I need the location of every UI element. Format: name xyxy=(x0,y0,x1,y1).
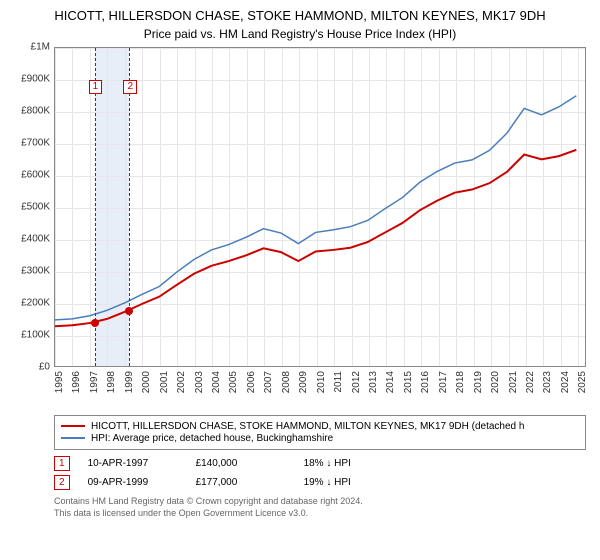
y-tick-label: £700K xyxy=(21,137,50,148)
x-tick-label: 2007 xyxy=(263,371,274,393)
footnote: Contains HM Land Registry data © Crown c… xyxy=(54,496,586,519)
x-tick-label: 2009 xyxy=(298,371,309,393)
x-tick-label: 1995 xyxy=(54,371,65,393)
x-tick-label: 2023 xyxy=(542,371,553,393)
marker-dot xyxy=(125,307,133,315)
legend-label: HICOTT, HILLERSDON CHASE, STOKE HAMMOND,… xyxy=(91,421,524,432)
marker-table-row: 2 09-APR-1999 £177,000 19% ↓ HPI xyxy=(54,473,586,492)
footnote-line: This data is licensed under the Open Gov… xyxy=(54,508,586,520)
y-tick-label: £800K xyxy=(21,105,50,116)
series-hpi xyxy=(55,96,576,320)
marker-price: £140,000 xyxy=(196,458,286,469)
x-tick-label: 1999 xyxy=(124,371,135,393)
y-tick-label: £500K xyxy=(21,201,50,212)
marker-label: 2 xyxy=(123,80,137,94)
x-tick-label: 2001 xyxy=(159,371,170,393)
x-tick-label: 2012 xyxy=(351,371,362,393)
y-tick-label: £200K xyxy=(21,297,50,308)
y-tick-label: £600K xyxy=(21,169,50,180)
marker-delta: 18% ↓ HPI xyxy=(304,458,394,469)
x-tick-label: 2002 xyxy=(176,371,187,393)
y-tick-label: £100K xyxy=(21,329,50,340)
legend-swatch xyxy=(61,425,85,427)
y-axis: £0£100K£200K£300K£400K£500K£600K£700K£80… xyxy=(10,47,54,367)
y-tick-label: £300K xyxy=(21,265,50,276)
marker-dot xyxy=(91,319,99,327)
marker-id: 2 xyxy=(54,475,70,490)
x-tick-label: 2016 xyxy=(420,371,431,393)
x-tick-label: 2011 xyxy=(333,371,344,393)
x-tick-label: 1996 xyxy=(71,371,82,393)
marker-date: 10-APR-1997 xyxy=(88,458,178,469)
x-tick-label: 2025 xyxy=(577,371,588,393)
y-tick-label: £1M xyxy=(31,41,50,52)
plot-area: 12 xyxy=(54,47,586,367)
marker-delta: 19% ↓ HPI xyxy=(304,477,394,488)
footnote-line: Contains HM Land Registry data © Crown c… xyxy=(54,496,586,508)
x-tick-label: 2004 xyxy=(211,371,222,393)
x-tick-label: 2010 xyxy=(316,371,327,393)
x-tick-label: 2015 xyxy=(403,371,414,393)
x-tick-label: 2021 xyxy=(508,371,519,393)
x-tick-label: 2005 xyxy=(228,371,239,393)
y-tick-label: £400K xyxy=(21,233,50,244)
y-tick-label: £0 xyxy=(39,361,50,372)
legend-swatch xyxy=(61,437,85,439)
x-tick-label: 1998 xyxy=(106,371,117,393)
marker-price: £177,000 xyxy=(196,477,286,488)
series-lines xyxy=(55,48,585,366)
legend: HICOTT, HILLERSDON CHASE, STOKE HAMMOND,… xyxy=(54,415,586,450)
page-subtitle: Price paid vs. HM Land Registry's House … xyxy=(10,27,590,41)
x-tick-label: 2018 xyxy=(455,371,466,393)
x-tick-label: 2006 xyxy=(246,371,257,393)
x-tick-label: 2014 xyxy=(385,371,396,393)
page-title: HICOTT, HILLERSDON CHASE, STOKE HAMMOND,… xyxy=(10,8,590,25)
marker-label: 1 xyxy=(89,80,103,94)
marker-table-row: 1 10-APR-1997 £140,000 18% ↓ HPI xyxy=(54,454,586,473)
x-tick-label: 2008 xyxy=(281,371,292,393)
x-tick-label: 2020 xyxy=(490,371,501,393)
x-tick-label: 2022 xyxy=(525,371,536,393)
price-chart: £0 £100K £200K £300K £400K £500K £600K £700K £80… xyxy=(10,47,590,407)
series-property xyxy=(55,150,576,326)
x-tick-label: 2000 xyxy=(141,371,152,393)
x-axis: 1995 1996 1997 1998 1999 2000 2001 2002 2003 2004… xyxy=(54,367,586,407)
x-tick-label: 2019 xyxy=(473,371,484,393)
marker-date: 09-APR-1999 xyxy=(88,477,178,488)
legend-row: HICOTT, HILLERSDON CHASE, STOKE HAMMOND,… xyxy=(61,421,579,432)
legend-label: HPI: Average price, detached house, Buck… xyxy=(91,433,333,444)
x-tick-label: 1997 xyxy=(89,371,100,393)
marker-line xyxy=(129,48,130,366)
marker-table: 1 10-APR-1997 £140,000 18% ↓ HPI 2 09-APR-199… xyxy=(54,454,586,492)
x-tick-label: 2013 xyxy=(368,371,379,393)
x-tick-label: 2024 xyxy=(560,371,571,393)
x-tick-label: 2017 xyxy=(438,371,449,393)
marker-id: 1 xyxy=(54,456,70,471)
legend-row: HPI: Average price, detached house, Buck… xyxy=(61,433,579,444)
x-tick-label: 2003 xyxy=(194,371,205,393)
y-tick-label: £900K xyxy=(21,73,50,84)
